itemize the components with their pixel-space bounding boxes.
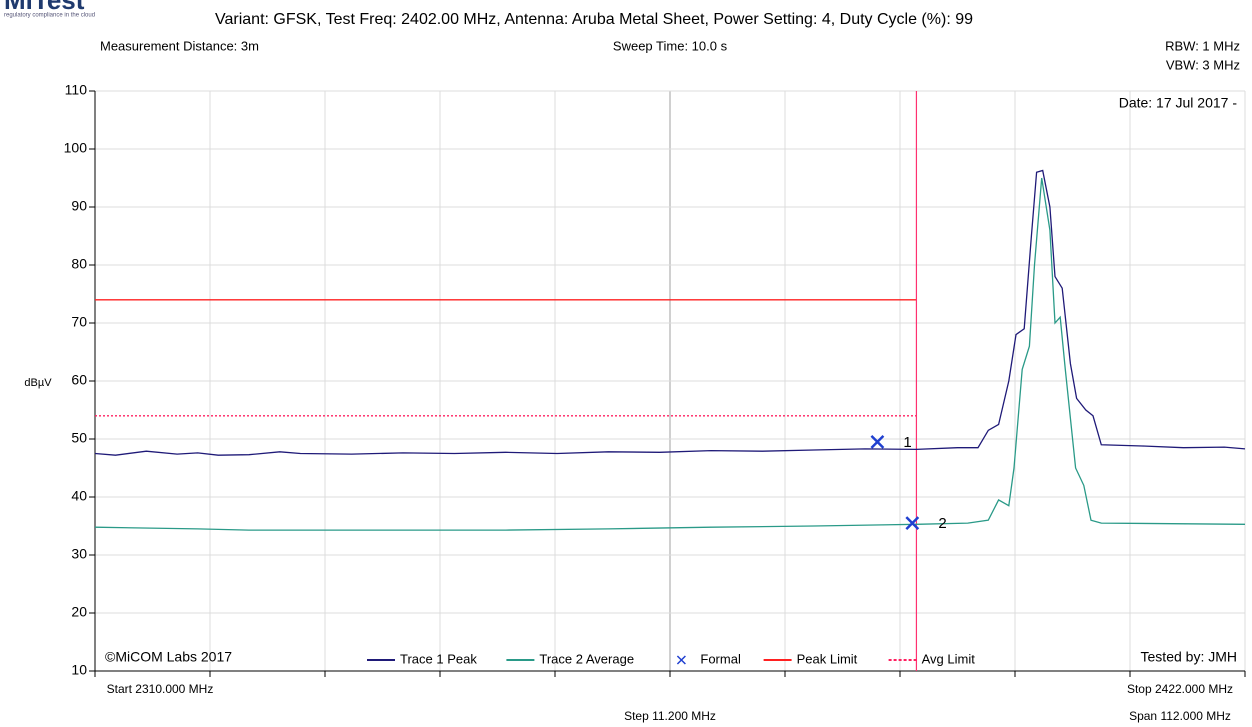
step-label: Step 11.200 MHz bbox=[624, 709, 716, 723]
stop-label: Stop 2422.000 MHz bbox=[1127, 682, 1233, 696]
y-tick-label: 40 bbox=[71, 488, 87, 504]
marker bbox=[870, 435, 885, 449]
logo: MiTest bbox=[4, 0, 85, 15]
legend-swatch bbox=[676, 655, 686, 665]
y-tick-label: 110 bbox=[65, 82, 88, 98]
y-tick-label: 80 bbox=[71, 256, 87, 272]
y-tick-label: 60 bbox=[71, 372, 87, 388]
vbw: VBW: 3 MHz bbox=[1166, 57, 1240, 72]
span-label: Span 112.000 MHz bbox=[1129, 709, 1231, 723]
legend-label: Trace 2 Average bbox=[539, 651, 634, 666]
plot-area: 10 20 30 40 50 60 70 80 90 100 110 1 2 bbox=[64, 82, 1246, 678]
overlay: Date: 17 Jul 2017 - ©MiCOM Labs 2017 Tes… bbox=[105, 95, 1237, 667]
y-tick-label: 30 bbox=[71, 546, 87, 562]
start-label: Start 2310.000 MHz bbox=[107, 682, 214, 696]
y-axis-label: dBµV bbox=[24, 377, 52, 389]
trace bbox=[94, 177, 1246, 531]
legend-label: Peak Limit bbox=[797, 651, 858, 666]
y-tick-label: 90 bbox=[71, 198, 87, 214]
legend-label: Trace 1 Peak bbox=[400, 651, 477, 666]
y-tick-label: 20 bbox=[71, 604, 87, 620]
date: Date: 17 Jul 2017 - bbox=[1119, 95, 1238, 111]
sweep-time: Sweep Time: 10.0 s bbox=[613, 38, 728, 53]
tested-by: Tested by: JMH bbox=[1141, 649, 1237, 665]
measurement-distance: Measurement Distance: 3m bbox=[100, 38, 259, 53]
legend-label: Avg Limit bbox=[922, 651, 976, 666]
marker-label: 1 bbox=[903, 434, 911, 451]
marker-label: 2 bbox=[938, 515, 946, 532]
legend-label: Formal bbox=[700, 651, 741, 666]
y-tick-label: 70 bbox=[71, 314, 87, 330]
y-tick-label: 10 bbox=[71, 662, 87, 678]
chart-title: Variant: GFSK, Test Freq: 2402.00 MHz, A… bbox=[215, 11, 973, 28]
y-tick-label: 50 bbox=[71, 430, 87, 446]
trace bbox=[94, 169, 1246, 456]
y-tick-label: 100 bbox=[64, 140, 88, 156]
marker bbox=[905, 516, 920, 530]
rbw: RBW: 1 MHz bbox=[1165, 38, 1240, 53]
logo-subtitle: regulatory compliance in the cloud bbox=[4, 13, 95, 19]
copyright: ©MiCOM Labs 2017 bbox=[105, 649, 232, 665]
